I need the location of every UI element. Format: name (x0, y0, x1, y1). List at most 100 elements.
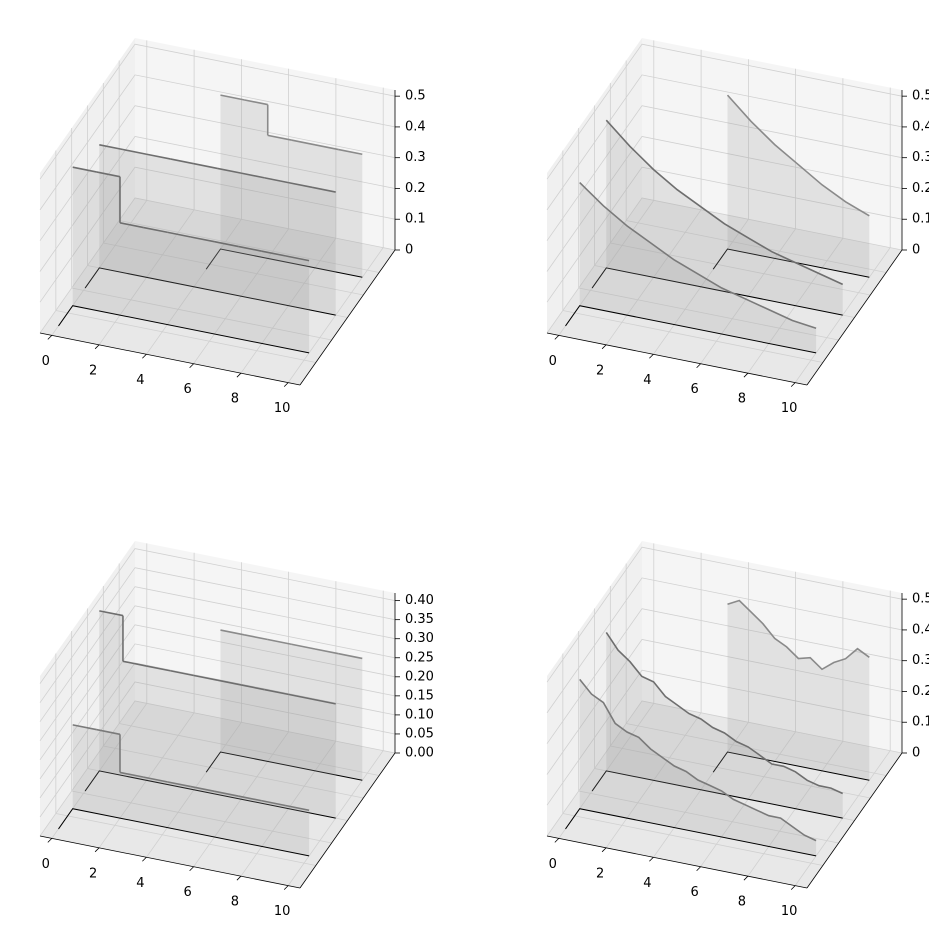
z-tick-label: 0.20 (405, 669, 434, 684)
step-segment (288, 693, 313, 700)
x-tick (236, 875, 242, 881)
axis-line (39, 835, 301, 889)
step-segment (170, 158, 195, 165)
step-segment (167, 231, 192, 238)
step-segment (314, 648, 339, 655)
x-tick (142, 353, 147, 359)
z-grid-line (39, 586, 396, 722)
depth-grid (610, 745, 871, 799)
z-grid-line (546, 700, 903, 837)
z-tick-label: 0 (405, 243, 413, 258)
step-segment (261, 799, 286, 807)
z-grid-line (39, 605, 396, 742)
step-segment (264, 688, 289, 696)
floor-outline (591, 267, 843, 316)
z-grid-line (546, 577, 903, 714)
z-tick-label: 0 (912, 243, 920, 258)
z-tick-label: 0.3 (405, 150, 426, 165)
z-grid-line (39, 74, 396, 211)
step-segment (314, 144, 339, 151)
step-segment (217, 679, 242, 686)
area-fill (220, 630, 363, 781)
x-tick-label: 8 (738, 392, 746, 407)
series-line (605, 119, 844, 286)
series-line (579, 182, 817, 330)
x-tick (601, 344, 607, 350)
x-tick-label: 4 (643, 373, 651, 388)
z-grid-line (39, 624, 396, 761)
x-tick-label: 0 (42, 354, 50, 369)
step-segment (288, 181, 313, 189)
x-tick-label: 6 (183, 885, 191, 900)
area-fill (606, 632, 843, 819)
x-tick (696, 363, 701, 369)
depth-grid (578, 287, 839, 341)
z-grid-line (39, 197, 396, 334)
axis-line (299, 752, 396, 889)
z-tick-label: 0.5 (405, 89, 426, 104)
x-tick (283, 382, 289, 387)
x-tick (47, 838, 53, 843)
area-fill (72, 724, 310, 856)
floor-outline (565, 808, 817, 857)
area-fill (220, 95, 363, 278)
x-tick (554, 838, 560, 843)
z-tick-label: 0.2 (405, 181, 426, 196)
z-grid-line (546, 669, 903, 806)
back-pane (135, 38, 395, 250)
z-grid-line (39, 136, 396, 272)
z-grid-line (546, 197, 903, 334)
axis-line (299, 249, 396, 386)
depth-grid (119, 220, 380, 273)
z-tick-label: 0.25 (405, 650, 434, 665)
x-tick (236, 372, 242, 378)
depth-grid (71, 287, 332, 341)
step-segment (214, 240, 239, 248)
step-segment (338, 652, 363, 660)
z-grid-line (39, 700, 396, 837)
x-tick (601, 847, 607, 853)
depth-grid (578, 790, 839, 844)
area-fill (727, 600, 870, 781)
z-grid-line (39, 43, 396, 180)
series-line (605, 631, 844, 795)
step-segment (311, 698, 336, 705)
z-grid-line (546, 105, 903, 241)
x-tick-label: 2 (89, 866, 97, 881)
depth-grid (119, 723, 380, 776)
x-tick-label: 6 (183, 382, 191, 397)
area-fill (606, 120, 843, 316)
floor-outline (591, 770, 843, 819)
floor-outline (58, 808, 310, 857)
z-tick-label: 0.1 (405, 212, 426, 227)
z-grid-line (546, 608, 903, 744)
step-segment (220, 94, 245, 101)
x-tick (94, 344, 100, 350)
z-tick-label: 0.5 (912, 89, 929, 104)
step-segment (261, 250, 286, 257)
back-pane (642, 38, 902, 250)
z-tick-label: 0.4 (912, 119, 929, 134)
z-tick-label: 0.1 (912, 212, 929, 227)
x-tick (790, 382, 796, 387)
x-tick-label: 4 (643, 876, 651, 891)
step-segment (243, 99, 268, 106)
step-segment (190, 236, 215, 243)
floor-outline (84, 267, 336, 316)
z-tick-label: 0.2 (912, 684, 929, 699)
step-segment (167, 781, 192, 788)
z-tick-label: 0.1 (912, 715, 929, 730)
step-segment (267, 134, 292, 141)
x-tick-label: 10 (274, 401, 291, 416)
x-tick-label: 4 (136, 876, 144, 891)
depth-grid (55, 813, 316, 866)
x-tick-label: 10 (781, 401, 798, 416)
step-segment (238, 795, 262, 802)
step-segment (291, 643, 316, 650)
axis-line (546, 835, 808, 889)
z-tick-label: 0.30 (405, 631, 434, 646)
x-tick (142, 856, 147, 862)
step-segment (99, 144, 124, 151)
z-tick-label: 0.40 (405, 593, 434, 608)
z-tick-label: 0.35 (405, 612, 434, 627)
